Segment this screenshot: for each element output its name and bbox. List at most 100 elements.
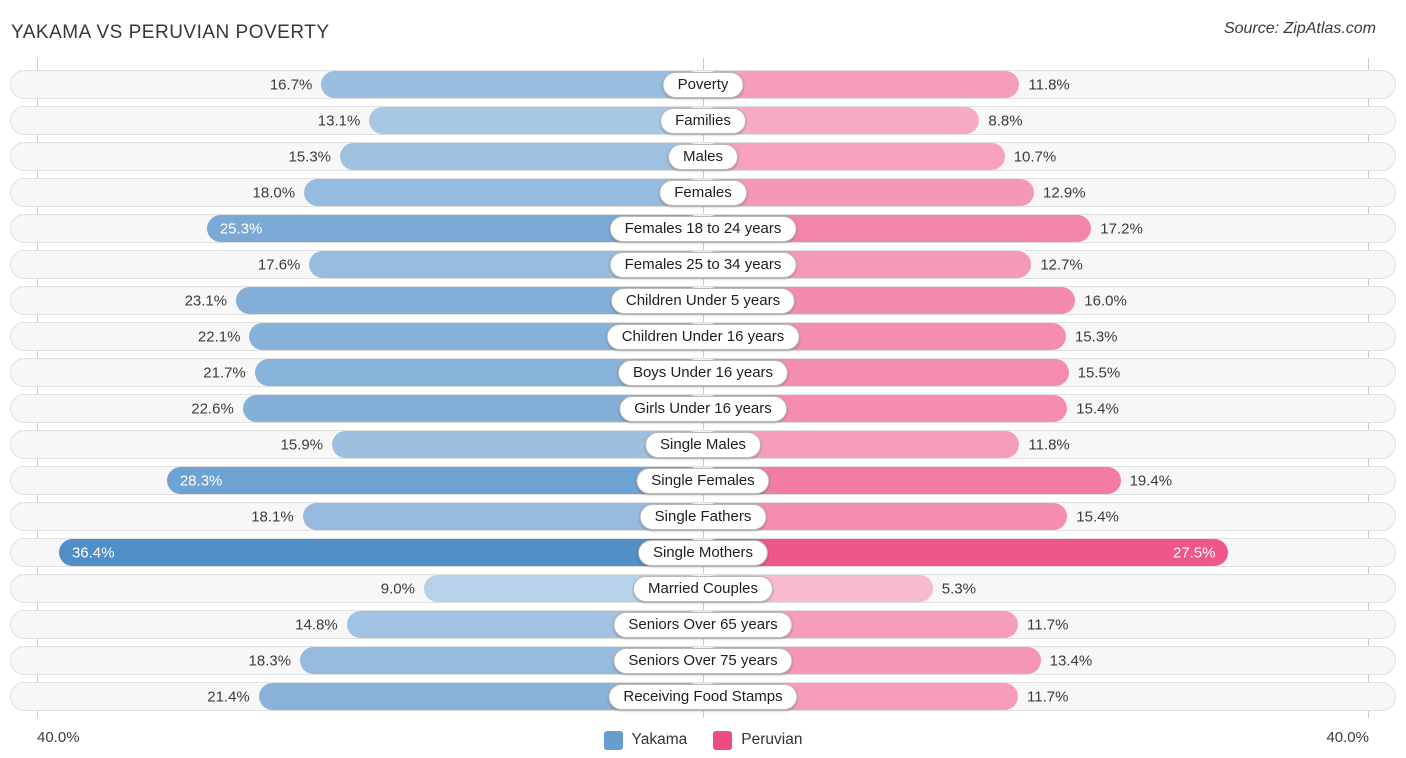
category-label: Seniors Over 65 years [613,611,793,638]
peruvian-value-label: 12.7% [1040,256,1083,273]
row-track: 15.3% 10.7% Males [10,142,1396,171]
legend-item-peruvian: Peruvian [713,730,803,750]
peruvian-value-label: 12.9% [1043,184,1086,201]
category-label: Seniors Over 75 years [613,647,793,674]
chart-row: 21.7% 15.5% Boys Under 16 years [10,358,1396,394]
yakama-value-label: 36.4% [71,544,115,561]
yakama-value-label: 28.3% [179,472,223,489]
legend-label: Yakama [631,731,688,748]
chart-row: 18.0% 12.9% Females [10,178,1396,214]
category-label: Married Couples [632,575,774,602]
category-label: Males [667,143,739,170]
axis-max-right: 40.0% [1326,729,1369,746]
category-label: Receiving Food Stamps [608,683,798,710]
yakama-swatch-icon [603,730,623,750]
category-label: Girls Under 16 years [619,395,787,422]
chart-row: 23.1% 16.0% Children Under 5 years [10,286,1396,322]
row-track: 14.8% 11.7% Seniors Over 65 years [10,610,1396,639]
row-track: 18.3% 13.4% Seniors Over 75 years [10,646,1396,675]
peruvian-bar [703,539,1229,566]
yakama-bar [332,431,703,458]
category-label: Poverty [662,71,744,98]
gridline-left [37,58,38,718]
row-track: 28.3% 19.4% Single Females [10,466,1396,495]
yakama-value-label: 17.6% [257,256,301,273]
yakama-value-label: 9.0% [380,580,415,597]
row-track: 18.1% 15.4% Single Fathers [10,502,1396,531]
peruvian-value-label: 19.4% [1129,472,1173,489]
yakama-value-label: 15.3% [288,148,332,165]
chart-row: 28.3% 19.4% Single Females [10,466,1396,502]
peruvian-value-label: 27.5% [1172,544,1216,561]
chart-row: 18.3% 13.4% Seniors Over 75 years [10,646,1396,682]
row-track: 22.6% 15.4% Girls Under 16 years [10,394,1396,423]
category-label: Single Females [636,467,770,494]
row-track: 18.0% 12.9% Females [10,178,1396,207]
peruvian-bar [703,107,980,134]
category-label: Children Under 5 years [610,287,796,314]
yakama-value-label: 23.1% [184,292,228,309]
peruvian-value-label: 15.5% [1077,364,1121,381]
yakama-value-label: 16.7% [269,76,313,93]
chart-row: 15.3% 10.7% Males [10,142,1396,178]
yakama-value-label: 25.3% [219,220,263,237]
peruvian-value-label: 10.7% [1013,148,1057,165]
row-track: 21.4% 11.7% Receiving Food Stamps [10,682,1396,711]
chart-row: 22.6% 15.4% Girls Under 16 years [10,394,1396,430]
category-label: Females 18 to 24 years [609,215,797,242]
bar-chart: 16.7% 11.8% Poverty 13.1% 8.8% Families … [0,58,1406,718]
peruvian-swatch-icon [713,730,733,750]
row-track: 16.7% 11.8% Poverty [10,70,1396,99]
category-label: Single Males [645,431,761,458]
yakama-bar [369,107,703,134]
row-track: 21.7% 15.5% Boys Under 16 years [10,358,1396,387]
chart-row: 36.4% 27.5% Single Mothers [10,538,1396,574]
yakama-bar [340,143,703,170]
gridline-center [703,58,704,718]
peruvian-bar [703,143,1005,170]
category-label: Females [659,179,747,206]
chart-row: 16.7% 11.8% Poverty [10,70,1396,106]
category-label: Children Under 16 years [606,323,800,350]
category-label: Families [660,107,746,134]
row-track: 17.6% 12.7% Females 25 to 34 years [10,250,1396,279]
legend-item-yakama: Yakama [603,730,688,750]
category-label: Females 25 to 34 years [609,251,797,278]
peruvian-value-label: 16.0% [1084,292,1127,309]
axis-max-left: 40.0% [37,729,80,746]
chart-row: 18.1% 15.4% Single Fathers [10,502,1396,538]
peruvian-bar [703,71,1020,98]
row-track: 36.4% 27.5% Single Mothers [10,538,1396,567]
chart-row: 14.8% 11.7% Seniors Over 65 years [10,610,1396,646]
gridline-right [1368,58,1369,718]
peruvian-value-label: 17.2% [1100,220,1143,237]
row-track: 25.3% 17.2% Females 18 to 24 years [10,214,1396,243]
chart-row: 22.1% 15.3% Children Under 16 years [10,322,1396,358]
chart-row: 25.3% 17.2% Females 18 to 24 years [10,214,1396,250]
peruvian-bar [703,179,1034,206]
peruvian-value-label: 8.8% [988,112,1023,129]
yakama-value-label: 22.6% [191,400,234,417]
row-track: 22.1% 15.3% Children Under 16 years [10,322,1396,351]
chart-row: 15.9% 11.8% Single Males [10,430,1396,466]
yakama-bar [321,71,703,98]
row-track: 9.0% 5.3% Married Couples [10,574,1396,603]
peruvian-value-label: 15.3% [1074,328,1118,345]
chart-row: 13.1% 8.8% Families [10,106,1396,142]
row-track: 13.1% 8.8% Families [10,106,1396,135]
yakama-bar [302,503,703,530]
yakama-value-label: 21.4% [207,688,250,705]
yakama-bar [166,467,703,494]
row-track: 15.9% 11.8% Single Males [10,430,1396,459]
axis-row: 40.0% Yakama Peruvian 40.0% [0,720,1406,758]
chart-row: 9.0% 5.3% Married Couples [10,574,1396,610]
category-label: Single Fathers [639,503,767,530]
yakama-value-label: 21.7% [203,364,246,381]
source-attribution: Source: ZipAtlas.com [1223,20,1376,37]
peruvian-value-label: 11.7% [1027,688,1069,705]
peruvian-value-label: 11.8% [1028,436,1070,453]
legend: Yakama Peruvian [603,730,803,750]
legend-label: Peruvian [741,731,803,748]
row-track: 23.1% 16.0% Children Under 5 years [10,286,1396,315]
peruvian-value-label: 15.4% [1076,508,1119,525]
